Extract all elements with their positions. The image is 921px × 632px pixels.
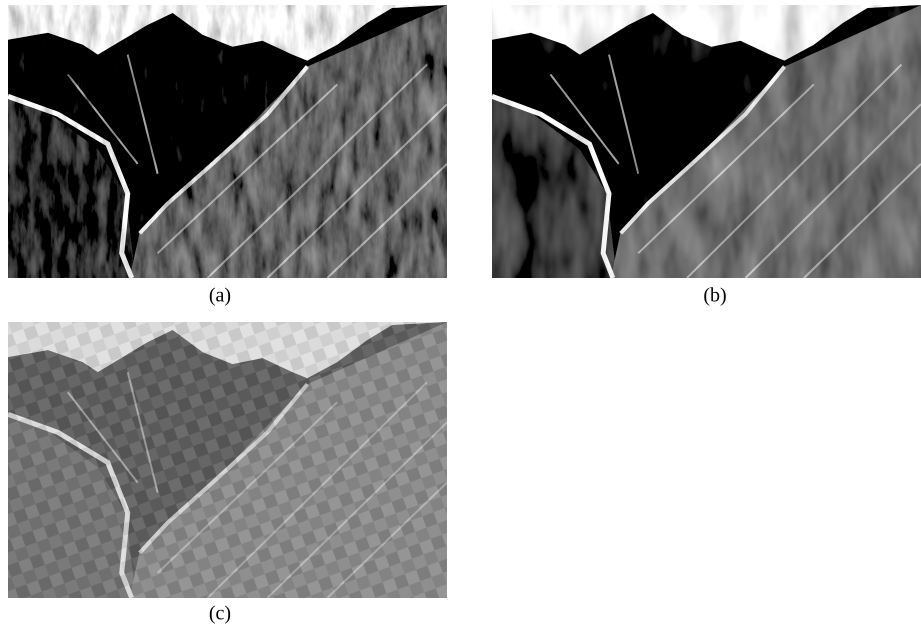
panel-a: (a) [8, 5, 447, 307]
panel-label: (c) [209, 603, 231, 625]
panel-c: (c) [8, 322, 447, 625]
terrain-image [8, 322, 447, 598]
panel-label: (b) [703, 285, 726, 307]
page: {"panels": [{"label": "(a)"}, {"label": … [0, 0, 921, 632]
figure: (a) (b) (c) [0, 0, 921, 632]
terrain-image [8, 5, 447, 278]
panel-b: (b) [492, 5, 921, 307]
panel-label: (a) [209, 285, 231, 307]
terrain-image [492, 5, 921, 278]
